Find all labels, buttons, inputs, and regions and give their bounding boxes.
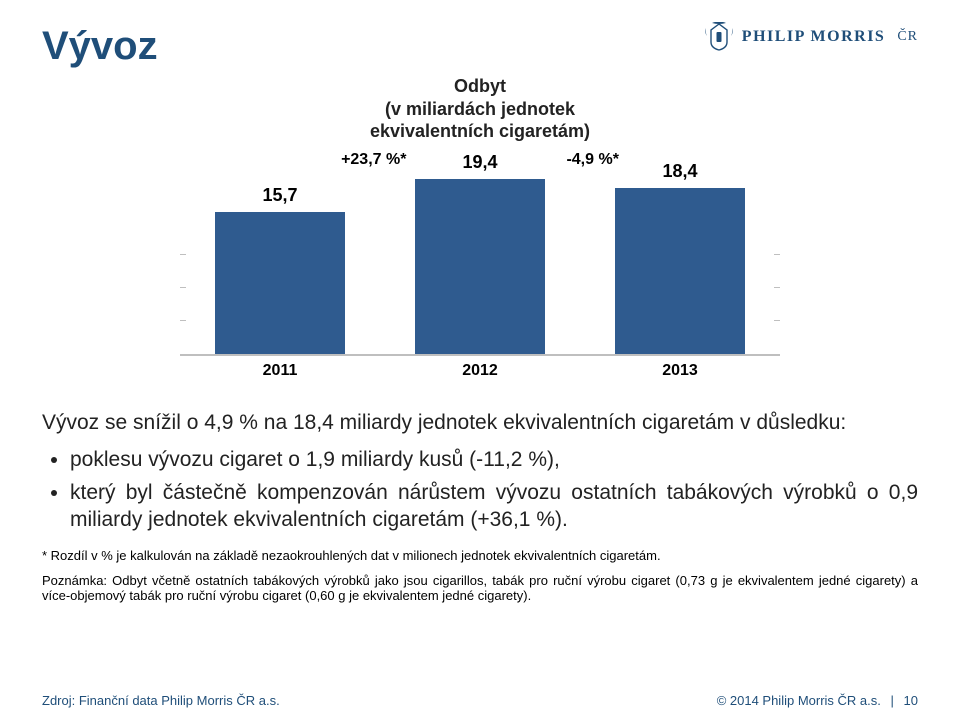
footer-source: Zdroj: Finanční data Philip Morris ČR a.… — [42, 693, 280, 708]
axis-tick — [180, 254, 186, 255]
axis-tick — [774, 287, 780, 288]
axis-tick — [180, 320, 186, 321]
chart-title-line1: Odbyt — [454, 76, 506, 96]
footer-right: © 2014 Philip Morris ČR a.s. | 10 — [717, 693, 918, 708]
chart-xaxis: 201120122013 — [180, 355, 780, 380]
axis-tick — [180, 287, 186, 288]
bullet-list: poklesu vývozu cigaret o 1,9 miliardy ku… — [42, 446, 918, 534]
bar-column: 18,4 — [580, 161, 780, 354]
bar — [415, 179, 545, 354]
brand-logo: PHILIP MORRIS ČR — [702, 22, 918, 52]
brand-name: PHILIP MORRIS — [742, 28, 886, 46]
bar-value-label: 18,4 — [662, 161, 697, 182]
chart-title-line2: (v miliardách jednotek — [385, 99, 575, 119]
axis-tick — [774, 254, 780, 255]
brand-suffix: ČR — [897, 29, 918, 45]
bullet-1: poklesu vývozu cigaret o 1,9 miliardy ku… — [70, 446, 918, 473]
bullet-2: který byl částečně kompenzován nárůstem … — [70, 479, 918, 534]
lead-text: Vývoz se snížil o 4,9 % na 18,4 miliardy… — [42, 410, 918, 436]
chart-title-line3: ekvivalentních cigaretám) — [370, 121, 590, 141]
x-tick-label: 2013 — [580, 362, 780, 380]
chart-bars: 15,719,418,4 — [180, 175, 780, 354]
chart-title: Odbyt (v miliardách jednotek ekvivalentn… — [180, 75, 780, 143]
footnote-note: Poznámka: Odbyt včetně ostatních tabákov… — [42, 573, 918, 603]
footer-page: 10 — [904, 693, 918, 708]
footnote-asterisk: * Rozdíl v % je kalkulován na základě ne… — [42, 548, 918, 563]
axis-tick — [774, 320, 780, 321]
crest-icon — [702, 22, 736, 52]
x-tick-label: 2011 — [180, 362, 380, 380]
slide: Vývoz PHILIP MORRIS ČR Odbyt (v miliardá… — [0, 0, 960, 724]
bar-value-label: 19,4 — [462, 152, 497, 173]
x-tick-label: 2012 — [380, 362, 580, 380]
chart-plot: 15,719,418,4 — [180, 175, 780, 355]
bar-column: 15,7 — [180, 185, 380, 353]
bar — [615, 188, 745, 354]
bar-column: 19,4 — [380, 152, 580, 354]
footer-copyright: © 2014 Philip Morris ČR a.s. — [717, 693, 881, 708]
footer: Zdroj: Finanční data Philip Morris ČR a.… — [42, 693, 918, 708]
bar — [215, 212, 345, 353]
chart: Odbyt (v miliardách jednotek ekvivalentn… — [180, 75, 780, 380]
bar-value-label: 15,7 — [262, 185, 297, 206]
footer-separator: | — [891, 693, 894, 708]
